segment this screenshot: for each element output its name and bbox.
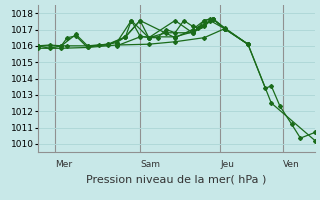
Text: Pression niveau de la mer( hPa ): Pression niveau de la mer( hPa ): [86, 174, 267, 184]
Text: Jeu: Jeu: [220, 160, 234, 169]
Text: Ven: Ven: [283, 160, 300, 169]
Text: Sam: Sam: [140, 160, 160, 169]
Text: Mer: Mer: [55, 160, 72, 169]
